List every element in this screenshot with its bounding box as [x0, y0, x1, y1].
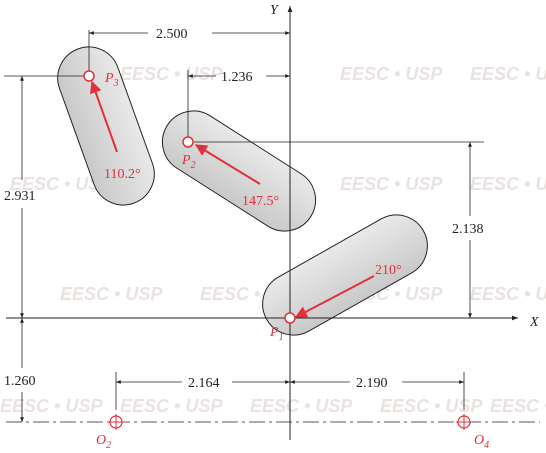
point-p3-marker [83, 70, 95, 82]
watermark-text: EESC • USP [60, 284, 163, 304]
angle-label-p2: 147.5° [242, 194, 279, 209]
watermark-text: EESC • USP [470, 284, 546, 304]
point-label-p3: P3 [104, 71, 119, 89]
arrow-p1-direction [294, 275, 375, 318]
x-axis-label: X [529, 315, 539, 330]
ground-pivot-o4 [456, 414, 472, 430]
dim-1236: 1.236 [221, 70, 253, 85]
slot-p3 [57, 46, 155, 206]
dim-2190: 2.190 [356, 376, 388, 391]
precision-points [83, 70, 296, 324]
angle-label-p1: 210° [375, 263, 402, 278]
pivot-label-o2: O2 [96, 433, 111, 451]
dimension-lines: 2.500 1.236 2.931 2.138 1.260 2.164 2.19… [4, 27, 484, 422]
dim-2931: 2.931 [4, 189, 36, 204]
extension-lines [4, 30, 484, 410]
watermark-text: EESC • USP [0, 396, 103, 416]
angle-label-p3: 110.2° [104, 167, 141, 182]
dim-2500: 2.500 [156, 27, 188, 42]
watermark-text: EESC • USP [120, 64, 223, 84]
watermark-text: EESC • USP [470, 64, 546, 84]
arrow-p3-direction [89, 80, 118, 153]
point-label-p1: P1 [269, 325, 284, 343]
direction-arrows [89, 80, 375, 318]
watermark-text: EESC • USP [10, 174, 113, 194]
arrow-p2-direction [194, 144, 261, 185]
y-axis-label: Y [270, 3, 280, 18]
ground-pivot-o2 [108, 414, 124, 430]
slot-p1 [262, 214, 428, 336]
watermark-text: EESC • USP [380, 396, 483, 416]
point-p1-marker [284, 312, 296, 324]
watermark-text: EESC • USP [120, 396, 223, 416]
point-p2-marker [182, 136, 194, 148]
dim-2164: 2.164 [188, 376, 220, 391]
watermark-text: EESC • USP [340, 174, 443, 194]
dim-1260: 1.260 [4, 374, 36, 389]
watermark-text: EESC • USP [250, 396, 353, 416]
dim-2138: 2.138 [452, 222, 484, 237]
pivot-label-o4: O4 [474, 433, 489, 451]
point-label-p2: P2 [181, 153, 196, 171]
watermark-text: EESC • USP [470, 174, 546, 194]
watermark-text: EESC • USP [490, 396, 546, 416]
watermark-text: EESC • USP [340, 64, 443, 84]
